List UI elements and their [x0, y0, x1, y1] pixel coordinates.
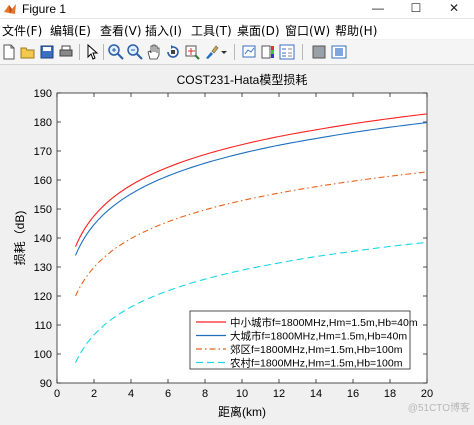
y-tick-label: 160 [34, 175, 52, 187]
menu-help[interactable]: 帮助(H) [335, 24, 378, 38]
x-tick-label: 16 [347, 388, 359, 400]
close-button[interactable]: ✕ [448, 1, 460, 15]
series-line-4[interactable] [75, 241, 428, 363]
series-line-1[interactable] [74, 113, 428, 247]
zoom-out-icon[interactable] [126, 43, 144, 61]
x-tick-label: 2 [91, 388, 97, 400]
y-tick-label: 130 [34, 262, 52, 274]
figure-canvas: COST231-Hata模型损耗 0 2 4 6 8 10 12 14 16 18 20 90 100 1… [0, 65, 474, 420]
pan-hand-icon[interactable] [145, 43, 163, 61]
pointer-icon[interactable] [83, 43, 101, 61]
x-axis-label: 距离(km) [218, 404, 266, 419]
insert-colorbar-icon[interactable] [259, 43, 277, 61]
x-tick-label: 6 [165, 388, 171, 400]
menu-tools[interactable]: 工具(T) [191, 24, 232, 38]
figure-toolbar [0, 40, 474, 65]
x-tick-label: 4 [128, 388, 134, 400]
menu-window[interactable]: 窗口(W) [285, 24, 331, 38]
legend-label-4: 农村f=1800MHz,Hm=1.5m,Hb=100m [230, 357, 403, 370]
x-tick-label: 0 [54, 388, 60, 400]
y-axis-label: 损耗（dB) [13, 211, 27, 266]
menu-edit[interactable]: 编辑(E) [50, 24, 91, 38]
x-tick-label: 8 [202, 388, 208, 400]
hide-plot-tools-icon[interactable] [310, 43, 328, 61]
maximize-button[interactable]: ☐ [410, 1, 422, 15]
y-tick-label: 170 [34, 146, 52, 158]
legend-label-2: 大城市f=1800MHz,Hm=1.5m,Hb=40m [230, 330, 407, 343]
data-cursor-icon[interactable] [183, 43, 201, 61]
menu-view[interactable]: 查看(V) [100, 24, 142, 38]
y-tick-label: 110 [34, 320, 52, 332]
x-tick-label: 12 [273, 388, 285, 400]
print-icon[interactable] [57, 43, 75, 61]
y-tick-label: 140 [34, 233, 52, 245]
menu-bar: 文件(F) 编辑(E) 查看(V) 插入(I) 工具(T) 桌面(D) 窗口(W… [0, 19, 474, 39]
window-title: Figure 1 [22, 2, 67, 16]
line-chart: COST231-Hata模型损耗 0 2 4 6 8 10 12 14 16 18 20 90 100 1… [0, 65, 474, 420]
y-tick-label: 190 [34, 88, 52, 100]
y-tick-label: 120 [34, 291, 52, 303]
menu-desktop[interactable]: 桌面(D) [237, 24, 280, 38]
toolbar-separator [302, 44, 303, 60]
toolbar-separator [234, 44, 235, 60]
menu-insert[interactable]: 插入(I) [145, 24, 182, 38]
toolbar-separator [79, 44, 80, 60]
zoom-in-icon[interactable] [107, 43, 125, 61]
x-tick-label: 14 [310, 388, 322, 400]
brush-icon[interactable] [202, 43, 220, 61]
watermark: @51CTO博客 [408, 401, 470, 414]
matlab-icon [4, 4, 16, 14]
menu-file[interactable]: 文件(F) [2, 24, 43, 38]
new-figure-icon[interactable] [0, 43, 18, 61]
window-titlebar: Figure 1 — ☐ ✕ [0, 0, 474, 19]
open-file-icon[interactable] [19, 43, 37, 61]
save-icon[interactable] [38, 43, 56, 61]
legend-label-3: 郊区f=1800MHz,Hm=1.5m,Hb=100m [230, 343, 403, 356]
series-line-3[interactable] [75, 171, 428, 297]
x-tick-label: 18 [384, 388, 396, 400]
rotate-3d-icon[interactable] [164, 43, 182, 61]
chevron-down-icon[interactable] [219, 43, 229, 61]
minimize-button[interactable]: — [372, 1, 384, 15]
chart-title: COST231-Hata模型损耗 [177, 73, 308, 87]
insert-legend-icon[interactable] [278, 43, 296, 61]
legend-label-1: 中小城市f=1800MHz,Hm=1.5m,Hb=40m [230, 316, 418, 329]
x-tick-label: 10 [236, 388, 248, 400]
legend[interactable]: 中小城市f=1800MHz,Hm=1.5m,Hb=40m大城市f=1800MHz… [189, 310, 418, 370]
show-plot-tools-icon[interactable] [330, 43, 348, 61]
toolbar-separator [103, 44, 104, 60]
link-plot-icon[interactable] [240, 43, 258, 61]
y-tick-label: 150 [34, 204, 52, 216]
x-tick-label: 20 [421, 388, 433, 400]
series-line-2[interactable] [74, 122, 428, 256]
y-tick-label: 100 [34, 349, 52, 361]
y-tick-label: 90 [40, 378, 52, 390]
y-tick-label: 180 [34, 117, 52, 129]
legend-box [189, 310, 411, 370]
